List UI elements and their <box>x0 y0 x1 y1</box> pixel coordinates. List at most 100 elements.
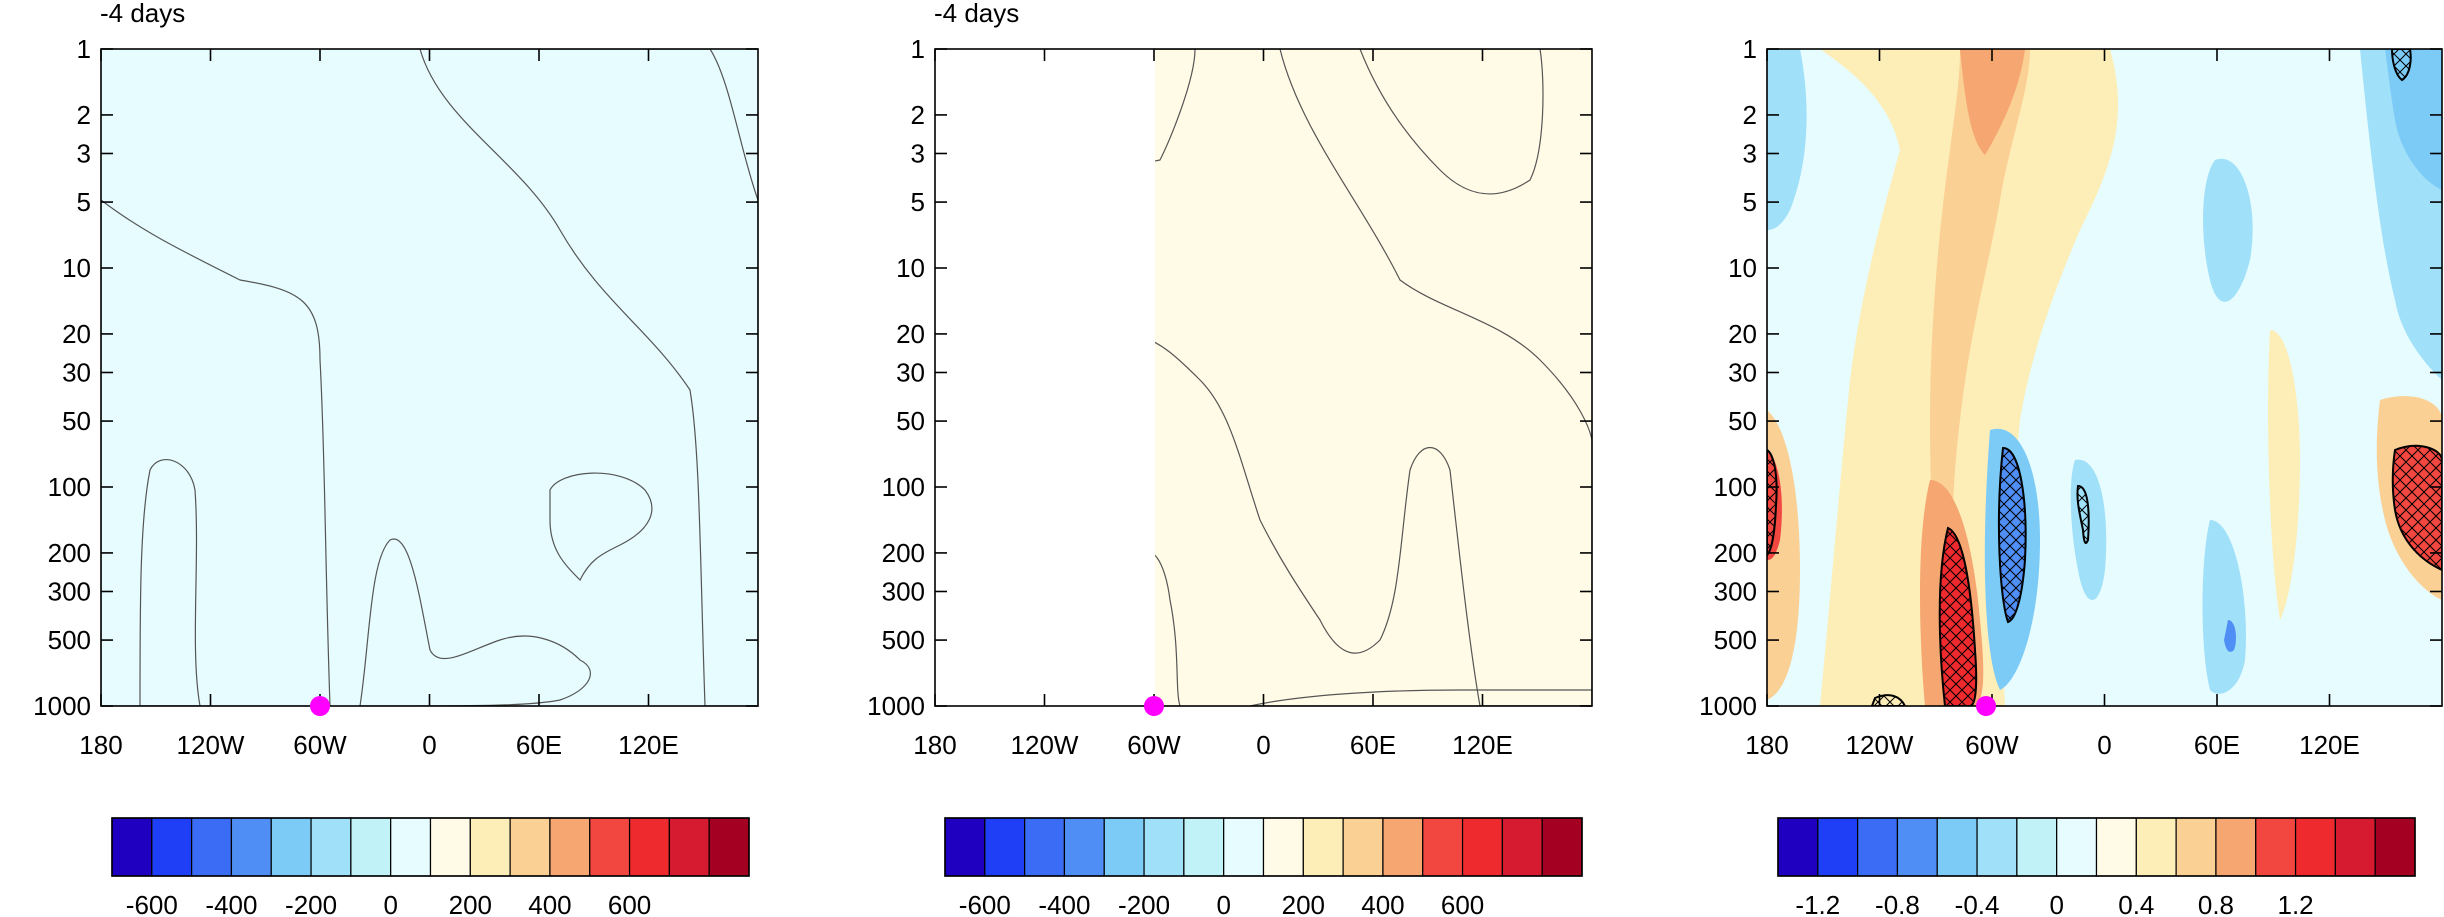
panel-1-positive-region-bottom-center <box>359 538 591 706</box>
x-tick-label: 120W <box>1846 730 1914 760</box>
colorbar-swatch <box>628 817 670 877</box>
colorbar-label: -0.4 <box>1955 890 2000 917</box>
colorbar-label: 0 <box>383 890 397 917</box>
colorbar-swatch <box>429 817 471 877</box>
colorbar-swatch <box>1063 817 1105 877</box>
colorbar-frame <box>944 817 1583 877</box>
colorbar-swatch <box>1976 817 2018 877</box>
panel-1-base-marker <box>310 696 330 716</box>
y-tick-label: 100 <box>882 472 925 502</box>
colorbar-label: -200 <box>285 890 337 917</box>
colorbar-label: 0.8 <box>2198 890 2234 917</box>
colorbar-swatch <box>2016 817 2058 877</box>
colorbar-swatch <box>2334 817 2376 877</box>
x-tick-label: 120W <box>1011 730 1079 760</box>
y-tick-label: 1000 <box>33 691 91 721</box>
colorbar-swatch <box>1817 817 1859 877</box>
x-tick-label: 60W <box>1965 730 2019 760</box>
y-tick-label: 10 <box>62 253 91 283</box>
colorbar-label: -400 <box>1038 890 1090 917</box>
panel-1-positive-region-right-blob <box>549 472 653 582</box>
panel-2-positive-blob-top-right <box>1359 49 1544 195</box>
colorbar-swatch <box>589 817 631 877</box>
y-tick-label: 20 <box>896 319 925 349</box>
colorbar-swatch <box>1223 817 1265 877</box>
colorbar-swatch <box>668 817 710 877</box>
y-tick-label: 3 <box>1743 138 1757 168</box>
colorbar-swatch <box>111 817 153 877</box>
y-tick-label: 300 <box>882 576 925 606</box>
panel-3-significant-positive-far-east <box>2391 444 2442 572</box>
colorbar-1: -600 -400 -200 0 200 400 600 <box>111 817 750 917</box>
colorbar-swatch <box>2056 817 2098 877</box>
panel-2-negative-region-lower-left <box>970 472 1140 706</box>
colorbar-swatch <box>1262 817 1304 877</box>
panel-2-title: -4 days <box>934 0 1019 28</box>
colorbar-swatch <box>2215 817 2257 877</box>
panel-3-ticks: 180 120W 60W 0 60E 120E 1 2 3 5 10 20 30 50 100 200 300 5… <box>1699 34 2442 760</box>
colorbar-swatch <box>1857 817 1899 877</box>
colorbar-swatch <box>151 817 193 877</box>
y-tick-label: 500 <box>48 625 91 655</box>
panel-3-positive-lobe-east <box>2268 330 2300 620</box>
x-tick-label: 120E <box>618 730 679 760</box>
y-tick-label: 200 <box>882 538 925 568</box>
colorbar-swatch <box>2294 817 2336 877</box>
panel-1-fill <box>101 49 758 706</box>
y-tick-label: 30 <box>896 357 925 387</box>
colorbar-label: -1.2 <box>1795 890 1840 917</box>
panel-3-significant-negative-50w <box>1997 446 2027 624</box>
x-tick-label: 180 <box>1745 730 1788 760</box>
colorbar-swatch <box>2135 817 2177 877</box>
y-tick-label: 300 <box>1714 576 1757 606</box>
panel-3-fill <box>1767 49 2442 706</box>
colorbar-swatch <box>509 817 551 877</box>
y-tick-label: 100 <box>1714 472 1757 502</box>
panel-1-ticks: 180 120W 60W 0 60E 120E 1 2 3 5 10 20 30 50 100 200 300 5… <box>33 34 758 760</box>
panel-2-positive-strip-center <box>1155 554 1181 706</box>
colorbar-label: -600 <box>126 890 178 917</box>
panel-3-positive-core-top <box>1930 49 2030 706</box>
panel-1-negative-region-lower-left <box>139 459 201 706</box>
x-tick-label: 120E <box>1452 730 1513 760</box>
colorbar-label: 200 <box>1282 890 1325 917</box>
y-tick-label: 50 <box>1728 406 1757 436</box>
y-tick-label: 500 <box>882 625 925 655</box>
colorbar-frame <box>1777 817 2416 877</box>
colorbar-swatch <box>2255 817 2297 877</box>
panel-1-title: -4 days <box>100 0 185 28</box>
colorbar-swatch <box>310 817 352 877</box>
x-tick-label: 0 <box>2097 730 2111 760</box>
y-tick-label: 10 <box>896 253 925 283</box>
x-tick-label: 180 <box>913 730 956 760</box>
panel-3-negative-core-60e <box>2224 620 2236 652</box>
colorbar-label: -600 <box>959 890 1011 917</box>
colorbar-swatch <box>1302 817 1344 877</box>
y-tick-label: 100 <box>48 472 91 502</box>
y-tick-label: 5 <box>1743 187 1757 217</box>
colorbar-swatch <box>1183 817 1225 877</box>
colorbar-swatch <box>1541 817 1583 877</box>
colorbar-swatch <box>270 817 312 877</box>
colorbar-swatch <box>1936 817 1978 877</box>
panel-2-negative-band-bottom <box>1249 689 1592 706</box>
y-tick-label: 20 <box>62 319 91 349</box>
y-tick-label: 300 <box>48 576 91 606</box>
x-tick-label: 60E <box>1350 730 1396 760</box>
colorbar-label: 1.2 <box>2277 890 2313 917</box>
x-tick-label: 180 <box>79 730 122 760</box>
panel-3-significant-positive-80w <box>1938 526 1978 706</box>
y-tick-label: 2 <box>77 100 91 130</box>
x-tick-label: 120E <box>2299 730 2360 760</box>
colorbar-swatch <box>230 817 272 877</box>
colorbar-swatch <box>708 817 750 877</box>
colorbar-swatch <box>1461 817 1503 877</box>
panel-1: -4 days 180 120W 60W 0 60E 120E 1 2 3 5 10 20 30 50 10… <box>33 0 759 760</box>
panel-2-negative-blob-top-left <box>1155 49 1196 162</box>
panel-2-negative-region-band <box>1155 49 1592 706</box>
panel-3-negative-lobe-60e <box>2202 520 2246 694</box>
colorbar-swatch <box>1777 817 1819 877</box>
panel-3-base-marker <box>1976 696 1996 716</box>
colorbar-swatch <box>1896 817 1938 877</box>
